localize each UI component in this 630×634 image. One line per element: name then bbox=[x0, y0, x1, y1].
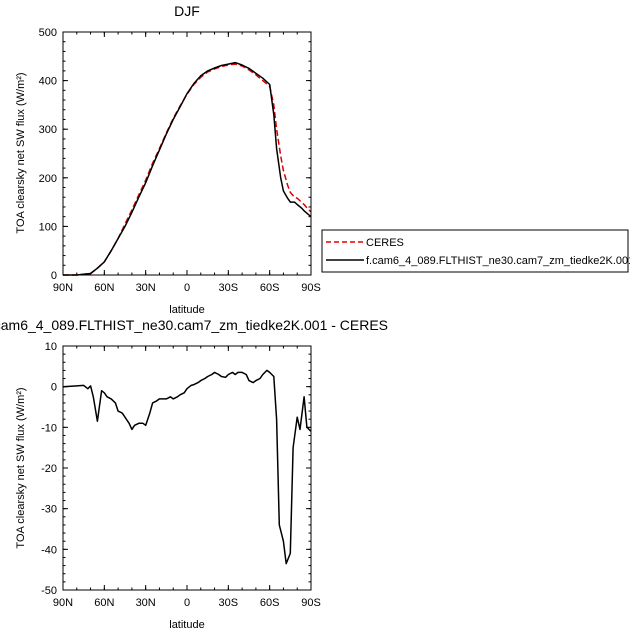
x-tick-label: 60S bbox=[260, 282, 280, 294]
top-plot: DJF 90N 60N 30N 0 30S 60S 90S0100200300400500 … bbox=[15, 3, 321, 316]
legend-label-model: f.cam6_4_089.FLTHIST_ne30.cam7_zm_tiedke… bbox=[366, 255, 630, 267]
legend-label-ceres: CERES bbox=[366, 237, 404, 249]
x-tick-label: 0 bbox=[184, 282, 190, 294]
y-tick-label: 200 bbox=[39, 173, 57, 185]
x-tick-label: 30S bbox=[219, 282, 239, 294]
top-plot-frame bbox=[62, 31, 312, 276]
top-plot-ylabel: TOA clearsky net SW flux (W/m²) bbox=[15, 72, 27, 233]
y-tick-label: 0 bbox=[51, 270, 57, 282]
bottom-plot-title: f.cam6_4_089.FLTHIST_ne30.cam7_zm_tiedke… bbox=[0, 317, 388, 333]
x-tick-label: 90N bbox=[53, 597, 73, 609]
top-plot-xlabel: latitude bbox=[169, 304, 204, 316]
legend-box bbox=[321, 229, 629, 273]
y-tick-label: -30 bbox=[41, 504, 57, 516]
y-tick-label: 300 bbox=[39, 124, 57, 136]
y-tick-label: 400 bbox=[39, 76, 57, 88]
x-tick-label: 30N bbox=[136, 597, 156, 609]
bottom-plot: f.cam6_4_089.FLTHIST_ne30.cam7_zm_tiedke… bbox=[0, 317, 388, 631]
y-tick-label: 0 bbox=[51, 382, 57, 394]
y-tick-label: 500 bbox=[39, 27, 57, 39]
y-tick-label: -20 bbox=[41, 463, 57, 475]
y-tick-label: 100 bbox=[39, 221, 57, 233]
series-line-0 bbox=[62, 369, 312, 565]
y-tick-label: -40 bbox=[41, 544, 57, 556]
series-line-1 bbox=[63, 61, 312, 276]
bottom-plot-frame bbox=[62, 345, 312, 591]
x-tick-label: 90S bbox=[301, 282, 321, 294]
legend: CERES f.cam6_4_089.FLTHIST_ne30.cam7_zm_… bbox=[321, 229, 630, 273]
x-tick-label: 60S bbox=[260, 597, 280, 609]
bottom-plot-ylabel: TOA clearsky net SW flux (W/m²) bbox=[15, 387, 27, 548]
top-plot-title: DJF bbox=[174, 3, 200, 19]
x-tick-label: 30S bbox=[219, 597, 239, 609]
x-tick-label: 60N bbox=[94, 282, 114, 294]
y-tick-label: -10 bbox=[41, 422, 57, 434]
y-tick-label: -50 bbox=[41, 585, 57, 597]
x-tick-label: 90S bbox=[301, 597, 321, 609]
series-line-0 bbox=[63, 63, 312, 276]
x-tick-label: 30N bbox=[136, 282, 156, 294]
y-tick-label: 10 bbox=[45, 341, 57, 353]
x-tick-label: 0 bbox=[184, 597, 190, 609]
bottom-plot-xlabel: latitude bbox=[169, 619, 204, 631]
x-tick-label: 60N bbox=[94, 597, 114, 609]
x-tick-label: 90N bbox=[53, 282, 73, 294]
